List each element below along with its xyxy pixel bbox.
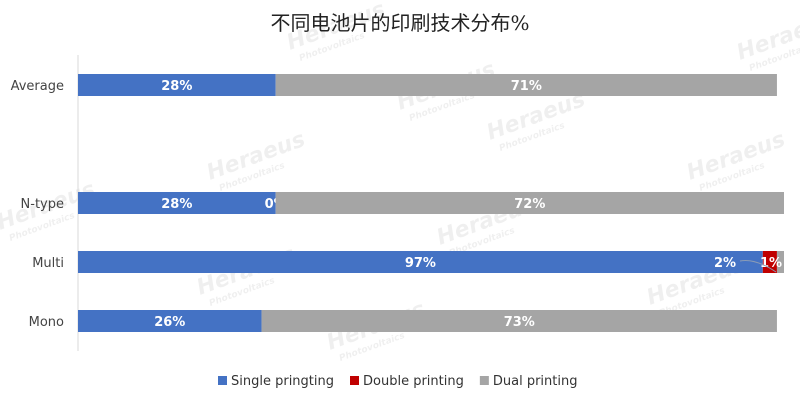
- legend-item: Dual printing: [479, 374, 578, 389]
- legend-swatch: [350, 376, 359, 385]
- bar-segment-dual-printing: [776, 251, 784, 273]
- legend-label: Dual printing: [493, 374, 578, 389]
- category-label: Average: [11, 79, 64, 94]
- data-label: 71%: [511, 79, 542, 94]
- data-label: 2%: [714, 256, 736, 271]
- data-label: 28%: [161, 197, 192, 212]
- category-label: Mono: [29, 315, 64, 330]
- data-label: 73%: [504, 315, 535, 330]
- data-label: 97%: [405, 256, 436, 271]
- bar-segment-single-pringting: [78, 310, 262, 332]
- legend-label: Single pringting: [231, 374, 334, 389]
- data-label: 28%: [161, 79, 192, 94]
- data-label: 1%: [760, 256, 782, 271]
- legend-swatch: [218, 376, 227, 385]
- leader-line: [739, 260, 777, 273]
- bar-segment-dual-printing: [275, 192, 784, 214]
- bar-segment-dual-printing: [261, 310, 777, 332]
- legend-swatch: [479, 376, 489, 385]
- bar-segment-double-printing: [762, 251, 777, 273]
- chart-title: 不同电池片的印刷技术分布%: [270, 11, 529, 35]
- bar-segment-single-pringting: [78, 251, 763, 273]
- category-label: N-type: [21, 197, 64, 212]
- bar-segment-dual-printing: [275, 74, 777, 96]
- data-label: 26%: [154, 315, 185, 330]
- bar-segment-single-pringting: [78, 192, 276, 214]
- category-label: Multi: [32, 256, 64, 271]
- legend-item: Single pringting: [218, 374, 334, 389]
- legend-label: Double printing: [363, 374, 464, 389]
- data-label: 72%: [514, 197, 545, 212]
- legend-item: Double printing: [350, 374, 464, 389]
- bar-segment-single-pringting: [78, 74, 276, 96]
